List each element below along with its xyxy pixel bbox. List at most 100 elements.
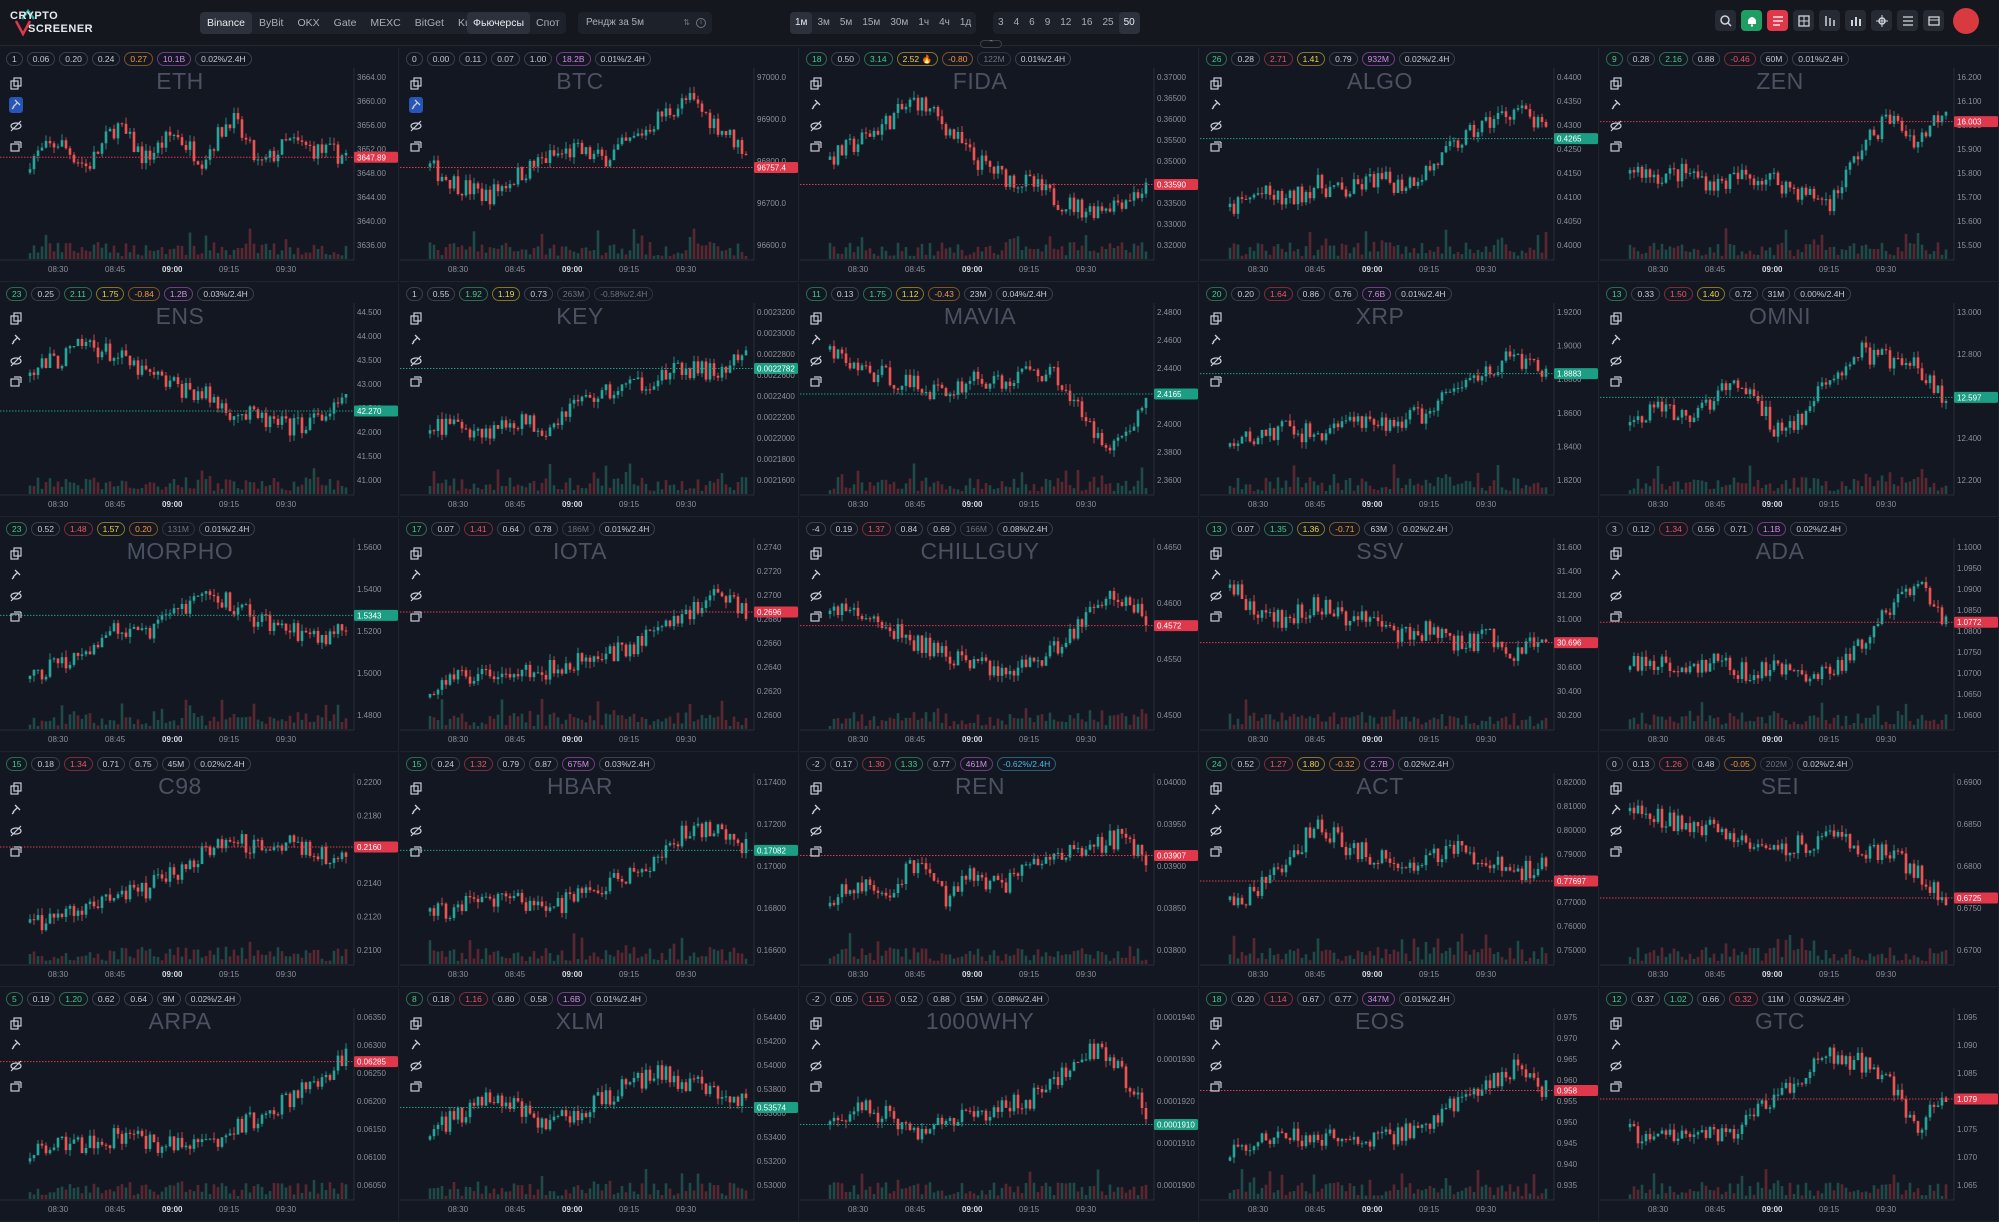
clone-icon[interactable] <box>9 844 23 860</box>
clone-icon[interactable] <box>409 844 423 860</box>
candlestick-chart[interactable]: 3664.003660.003656.003652.003648.003644.… <box>0 48 399 282</box>
pin-icon[interactable] <box>809 802 823 818</box>
grid-size-button-6[interactable]: 25 <box>1102 17 1114 28</box>
pin-icon[interactable] <box>9 567 23 583</box>
copy-icon[interactable] <box>1209 76 1223 92</box>
pin-icon[interactable] <box>1609 332 1623 348</box>
clone-icon[interactable] <box>1209 609 1223 625</box>
pin-icon[interactable] <box>809 567 823 583</box>
hide-icon[interactable] <box>9 118 23 134</box>
copy-icon[interactable] <box>9 781 23 797</box>
copy-icon[interactable] <box>1209 311 1223 327</box>
hide-icon[interactable] <box>1209 353 1223 369</box>
bell-icon[interactable] <box>1741 10 1762 31</box>
timeframe-button-4[interactable]: 30м <box>890 17 909 28</box>
hide-icon[interactable] <box>1209 588 1223 604</box>
pin-icon[interactable] <box>809 97 823 113</box>
clone-icon[interactable] <box>809 139 823 155</box>
candlestick-chart[interactable]: 0.22000.21800.21600.21400.21200.210008:3… <box>0 753 399 987</box>
copy-icon[interactable] <box>9 546 23 562</box>
copy-icon[interactable] <box>1609 546 1623 562</box>
copy-icon[interactable] <box>9 311 23 327</box>
pin-icon[interactable] <box>409 332 423 348</box>
grid-size-button-4[interactable]: 12 <box>1060 17 1072 28</box>
settings-icon[interactable] <box>1871 10 1892 31</box>
candlestick-chart[interactable]: 97000.096900.096800.096700.096600.008:30… <box>400 48 799 282</box>
layout-icon[interactable] <box>1793 10 1814 31</box>
clone-icon[interactable] <box>409 374 423 390</box>
hide-icon[interactable] <box>409 588 423 604</box>
range-select[interactable]: Рендж за 5м ⇅ i <box>578 12 712 34</box>
bar-chart-icon[interactable] <box>1845 10 1866 31</box>
clone-icon[interactable] <box>1209 139 1223 155</box>
pin-icon[interactable] <box>1209 97 1223 113</box>
hide-icon[interactable] <box>809 118 823 134</box>
timeframe-button-7[interactable]: 1д <box>959 17 972 28</box>
hide-icon[interactable] <box>409 353 423 369</box>
copy-icon[interactable] <box>809 311 823 327</box>
pin-icon[interactable] <box>9 802 23 818</box>
exchange-tab-0[interactable]: Binance <box>200 12 252 34</box>
pin-icon[interactable] <box>1609 97 1623 113</box>
copy-icon[interactable] <box>9 76 23 92</box>
copy-icon[interactable] <box>1609 76 1623 92</box>
clone-icon[interactable] <box>809 609 823 625</box>
hide-icon[interactable] <box>809 588 823 604</box>
pin-icon[interactable] <box>1209 567 1223 583</box>
candlestick-chart[interactable]: 0.27400.27200.27000.26800.26600.26400.26… <box>400 518 799 752</box>
clone-icon[interactable] <box>9 609 23 625</box>
hide-icon[interactable] <box>409 118 423 134</box>
clone-icon[interactable] <box>1609 139 1623 155</box>
hide-icon[interactable] <box>409 823 423 839</box>
candlestick-chart[interactable]: 1.92001.90001.88001.86001.84001.820008:3… <box>1200 283 1599 517</box>
grid-size-button-1[interactable]: 4 <box>1013 17 1020 28</box>
grid-size-button-2[interactable]: 6 <box>1029 17 1035 28</box>
grid-size-button-3[interactable]: 9 <box>1044 17 1051 28</box>
window-icon[interactable] <box>1923 10 1944 31</box>
hide-icon[interactable] <box>9 588 23 604</box>
grid-size-button-0[interactable]: 3 <box>998 17 1004 28</box>
clone-icon[interactable] <box>9 139 23 155</box>
hide-icon[interactable] <box>9 353 23 369</box>
indicators-icon[interactable] <box>1819 10 1840 31</box>
exchange-tab-2[interactable]: OKX <box>297 17 320 29</box>
copy-icon[interactable] <box>1209 546 1223 562</box>
pin-icon[interactable] <box>409 567 423 583</box>
exchange-tab-4[interactable]: MEXC <box>370 17 401 29</box>
candlestick-chart[interactable]: 1.10001.09501.09001.08501.08001.07501.07… <box>1600 518 1999 752</box>
exchange-tab-1[interactable]: ByBit <box>258 17 284 29</box>
clone-icon[interactable] <box>809 844 823 860</box>
pin-icon[interactable] <box>1209 332 1223 348</box>
candlestick-chart[interactable]: 0.44000.43500.43000.42500.41500.41000.40… <box>1200 48 1599 282</box>
candlestick-chart[interactable]: 2.48002.46002.44002.42002.40002.38002.36… <box>800 283 1199 517</box>
market-tab-1[interactable]: Спот <box>536 17 560 29</box>
candlestick-chart[interactable]: 0.00232000.00230000.00228000.00226000.00… <box>400 283 799 517</box>
pin-icon[interactable] <box>9 332 23 348</box>
hide-icon[interactable] <box>9 823 23 839</box>
hide-icon[interactable] <box>809 353 823 369</box>
timeframe-button-5[interactable]: 1ч <box>918 17 930 28</box>
candlestick-chart[interactable]: 0.040000.039500.039000.038500.0380008:30… <box>800 753 1199 987</box>
clone-icon[interactable] <box>1209 374 1223 390</box>
candlestick-chart[interactable]: 31.60031.40031.20031.00030.80030.60030.4… <box>1200 518 1599 752</box>
exchange-tab-3[interactable]: Gate <box>333 17 357 29</box>
avatar[interactable] <box>1953 8 1979 34</box>
candlestick-chart[interactable]: 13.00012.80012.60012.40012.20008:3008:45… <box>1600 283 1999 517</box>
copy-icon[interactable] <box>809 76 823 92</box>
list-icon[interactable] <box>1897 10 1918 31</box>
hide-icon[interactable] <box>809 823 823 839</box>
timeframe-button-0[interactable]: 1м <box>790 12 813 34</box>
clone-icon[interactable] <box>409 139 423 155</box>
hide-icon[interactable] <box>1609 588 1623 604</box>
copy-icon[interactable] <box>409 76 423 92</box>
candlestick-chart[interactable]: 44.50044.00043.50043.00042.50042.00041.5… <box>0 283 399 517</box>
candlestick-chart[interactable]: 0.174000.172000.170000.168000.1660008:30… <box>400 753 799 987</box>
hide-icon[interactable] <box>1609 353 1623 369</box>
pin-icon[interactable] <box>1609 567 1623 583</box>
timeframe-button-1[interactable]: 3м <box>817 17 830 28</box>
clone-icon[interactable] <box>1609 609 1623 625</box>
copy-icon[interactable] <box>409 546 423 562</box>
hide-icon[interactable] <box>1609 118 1623 134</box>
